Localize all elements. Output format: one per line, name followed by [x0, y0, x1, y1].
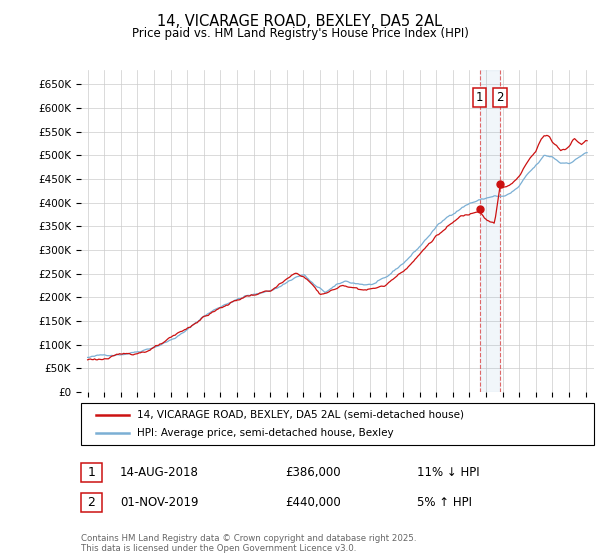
Text: 2: 2	[88, 496, 95, 510]
Text: £386,000: £386,000	[285, 465, 341, 479]
Text: 1: 1	[88, 465, 95, 479]
Text: Price paid vs. HM Land Registry's House Price Index (HPI): Price paid vs. HM Land Registry's House …	[131, 27, 469, 40]
Text: 14, VICARAGE ROAD, BEXLEY, DA5 2AL (semi-detached house): 14, VICARAGE ROAD, BEXLEY, DA5 2AL (semi…	[137, 410, 464, 420]
Text: 01-NOV-2019: 01-NOV-2019	[120, 496, 199, 510]
Text: 5% ↑ HPI: 5% ↑ HPI	[417, 496, 472, 510]
Text: 14-AUG-2018: 14-AUG-2018	[120, 465, 199, 479]
Text: 1: 1	[476, 91, 484, 104]
Text: Contains HM Land Registry data © Crown copyright and database right 2025.
This d: Contains HM Land Registry data © Crown c…	[81, 534, 416, 553]
Text: 14, VICARAGE ROAD, BEXLEY, DA5 2AL: 14, VICARAGE ROAD, BEXLEY, DA5 2AL	[157, 14, 443, 29]
Text: HPI: Average price, semi-detached house, Bexley: HPI: Average price, semi-detached house,…	[137, 428, 394, 438]
Text: £440,000: £440,000	[285, 496, 341, 510]
Bar	[480, 70, 500, 392]
Text: 11% ↓ HPI: 11% ↓ HPI	[417, 465, 479, 479]
Text: 2: 2	[496, 91, 503, 104]
